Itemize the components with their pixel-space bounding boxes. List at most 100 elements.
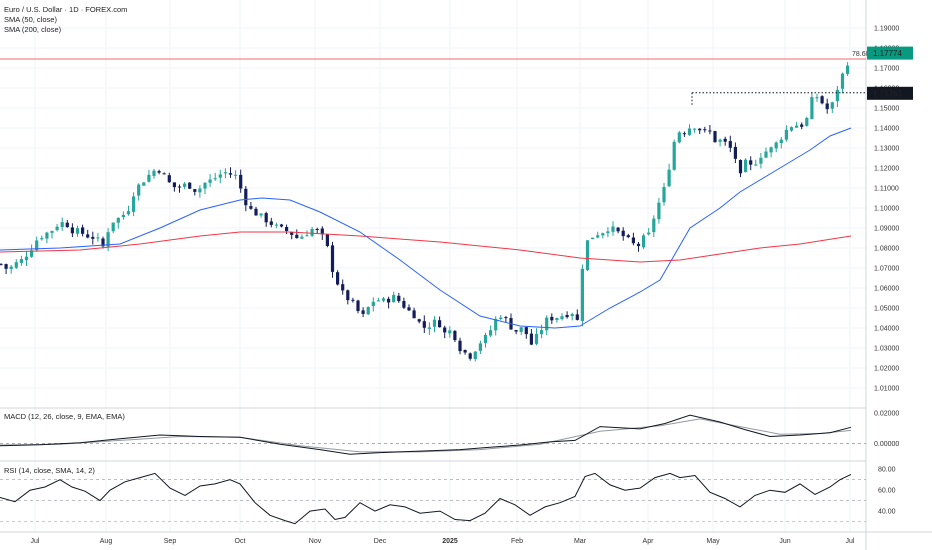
prior-high-badge [867,86,913,100]
candle-body [162,173,166,175]
candle-body [580,268,584,321]
time-tick-label: Jul [846,538,855,545]
candle-body [744,159,748,173]
candle-body [177,186,182,188]
macd-tick-label: 0.02000 [874,410,899,417]
candle-body [116,217,120,223]
candle-body [494,318,498,331]
price-tick-label: 1.03000 [874,346,899,353]
candle-body [529,333,533,345]
symbol-title[interactable]: Euro / U.S. Dollar · 1D · FOREX.com [4,5,127,14]
time-tick-label: Feb [511,538,523,545]
candle-body [126,211,131,215]
price-tick-label: 1.13000 [874,146,899,153]
candle-body [774,142,778,149]
candle-body [504,317,508,319]
macd-pane[interactable] [0,414,866,455]
price-tick-label: 1.07000 [874,266,899,273]
candle-body [137,184,141,196]
candle-body [234,174,238,176]
sma200-legend[interactable]: SMA (200, close) [4,25,62,34]
candle-body [550,316,554,321]
candle-body [320,228,324,235]
candle-body [483,334,488,343]
price-tick-label: 1.17000 [874,66,899,73]
candle-body [81,227,85,234]
candle-body [213,178,217,180]
candle-body [91,236,95,239]
candle-body [448,330,452,334]
candle-body [846,65,850,74]
candle-body [749,160,753,165]
right-axis-bg [866,0,932,550]
macd-legend[interactable]: MACD (12, 26, close, 9, EMA, EMA) [4,412,125,421]
candle-body [820,96,824,104]
candle-body [351,299,355,301]
price-tick-label: 1.15000 [874,106,899,113]
candle-body [540,330,544,335]
candle-body [473,351,477,359]
price-tick-label: 1.14000 [874,126,899,133]
candle-body [86,234,90,238]
time-tick-label: Nov [309,538,322,545]
candle-body [132,196,136,212]
candle-body [810,97,814,119]
price-pane[interactable]: 78.60% (1.17448) [0,51,908,362]
candle-body [825,103,829,110]
candle-body [121,214,125,217]
candle-body [626,235,630,238]
time-tick-label: Jun [779,538,790,545]
candle-body [376,300,380,302]
rsi-tick-label: 40.00 [878,509,896,516]
candle-body [412,310,416,319]
sma50-legend[interactable]: SMA (50, close) [4,15,57,24]
candle-body [30,250,34,257]
candle-body [9,266,13,269]
rsi-legend[interactable]: RSI (14, close, SMA, 14, 2) [4,466,95,475]
candle-body [203,182,207,189]
price-tick-label: 1.08000 [874,246,899,253]
candle-body [300,236,304,239]
last-price-badge [867,46,913,60]
candle-body [24,256,29,261]
candle-body [718,139,722,142]
price-tick-label: 1.09000 [874,226,899,233]
sma50-line [0,127,852,329]
candle-body [795,125,799,128]
candle-body [652,218,656,233]
price-tick-label: 1.06000 [874,286,899,293]
time-tick-label: Apr [643,538,655,545]
rsi-pane[interactable] [0,472,866,525]
macd-line [0,414,852,455]
candle-body [172,182,176,188]
candle-body [254,208,258,216]
candle-body [279,224,284,227]
candle-body [759,157,763,164]
candle-body [708,130,712,132]
candle-body [152,170,156,176]
candle-body [208,179,212,183]
candle-body [534,333,539,344]
candle-body [591,237,595,240]
price-tick-label: 1.05000 [874,306,899,313]
candle-body [356,300,360,311]
macd-signal-line [0,418,852,453]
candle-body [111,222,115,232]
candle-body [274,224,278,226]
candle-body [341,284,345,291]
candle-body [218,174,222,178]
candle-body [249,206,253,209]
candle-body [223,172,227,174]
candle-body [524,327,528,335]
candle-body [315,229,319,230]
candle-body [662,187,666,203]
candle-body [682,133,686,135]
candle-body [60,222,64,227]
candle-body [835,89,839,102]
candle-body [310,229,314,236]
candle-body [45,232,49,239]
candle-body [432,319,437,327]
candle-body [611,226,615,232]
candle-body [438,320,442,328]
